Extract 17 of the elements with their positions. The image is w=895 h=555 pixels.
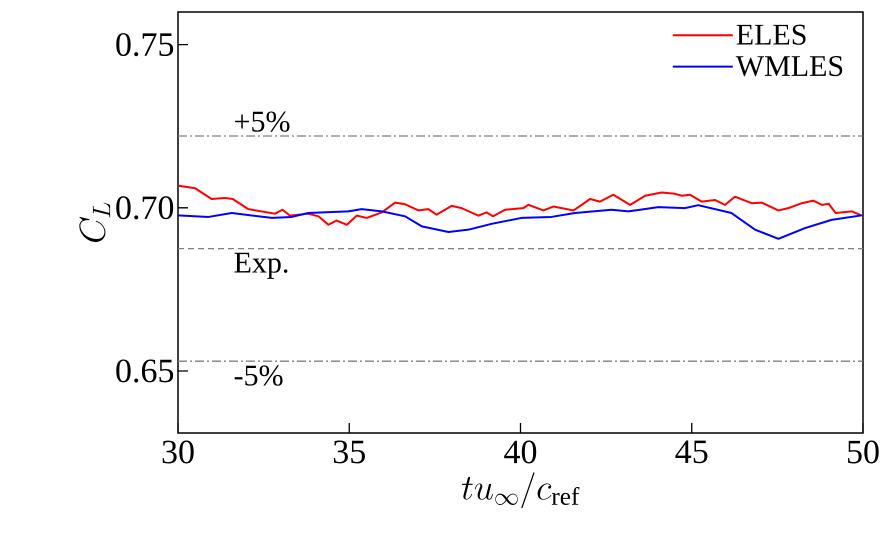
y-tick-label: 0.70: [116, 196, 174, 220]
x-tick-label: 30: [162, 440, 194, 464]
annotation: -5%: [234, 365, 283, 386]
legend-label: ELES: [736, 24, 806, 45]
x-tick-label: 35: [334, 440, 365, 464]
line-series: [177, 204, 863, 240]
y-axis-title: $C_L$: [79, 202, 110, 242]
x-tick-label: 40: [504, 440, 536, 464]
line-series: [177, 184, 863, 226]
x-axis-title: $tu_\infty/c_{\mathrm{ref}}$: [462, 472, 580, 508]
x-tick-label: 45: [675, 440, 708, 464]
legend-label: WMLES: [736, 56, 842, 76]
y-tick-label: 0.65: [116, 359, 174, 383]
x-tick-label: 50: [848, 440, 879, 464]
y-tick-label: 0.75: [116, 33, 174, 56]
annotation: Exp.: [234, 252, 288, 279]
annotation: +5%: [235, 111, 290, 132]
